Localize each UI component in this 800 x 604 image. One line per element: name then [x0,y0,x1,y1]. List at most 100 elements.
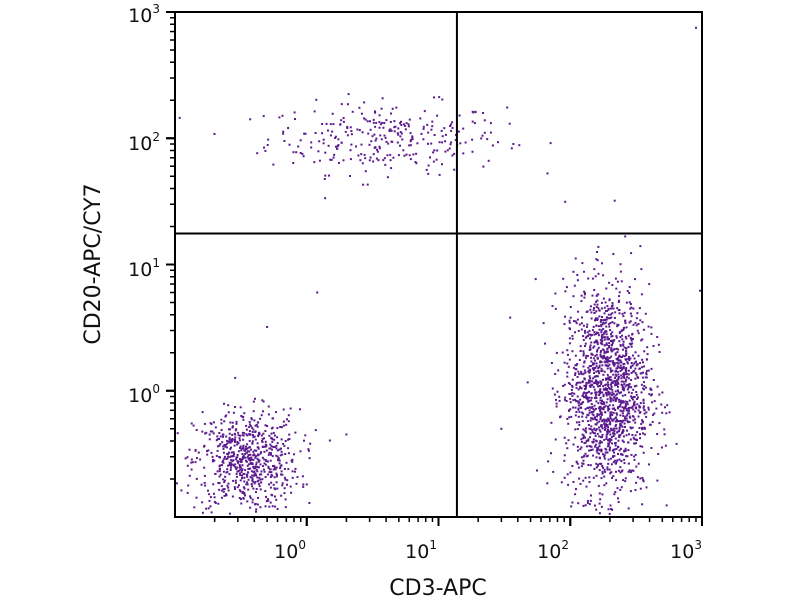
data-point [293,453,295,456]
data-point [267,467,270,470]
data-point [218,432,221,434]
y-tick-label: 102 [128,130,160,155]
data-point [642,478,645,481]
data-point [289,407,292,410]
data-point [608,392,611,395]
data-point [625,408,628,411]
data-point [287,468,290,471]
data-point [227,486,230,489]
data-point [617,348,620,351]
data-point [622,365,625,368]
data-point [267,138,270,141]
data-point [580,294,583,297]
data-point [604,336,607,339]
data-point [570,505,573,508]
data-point [254,424,257,427]
data-point [380,138,383,141]
data-point [378,145,381,148]
data-point [243,449,246,452]
data-point [585,357,587,360]
data-point [609,329,612,332]
data-point [594,317,597,320]
data-point [600,424,603,426]
data-point [239,490,242,493]
data-point [641,419,643,422]
data-point [631,398,634,401]
data-point [587,277,590,280]
data-point [576,400,579,403]
data-point [225,494,228,497]
data-point [587,379,590,382]
data-point [279,447,282,450]
data-point [594,418,597,421]
data-point [588,427,591,430]
data-point [489,122,492,125]
data-point [227,464,230,467]
data-point [648,393,651,396]
data-point [576,376,579,378]
data-point [402,123,405,126]
data-point [551,387,554,390]
data-point [574,374,577,376]
data-point [593,409,596,412]
data-point [624,394,627,397]
data-point [266,326,269,328]
data-point [282,424,285,427]
data-point [589,436,591,439]
data-point [595,362,598,365]
data-point [276,449,279,452]
data-point [632,436,635,439]
data-point [331,130,334,133]
data-point [419,117,422,120]
data-point [290,491,293,494]
data-point [265,500,268,503]
data-point [624,370,627,372]
data-point [317,150,320,153]
data-point [275,411,277,414]
data-point [546,482,549,485]
data-point [628,321,631,324]
data-point [431,125,434,128]
data-point [594,423,597,426]
data-point [399,135,402,138]
data-point [614,381,617,384]
data-point [653,400,656,403]
data-point [271,455,274,458]
data-point [249,495,252,498]
data-point [396,132,399,135]
data-point [637,462,640,465]
data-point [613,199,616,202]
data-point [359,159,362,162]
data-point [621,453,624,456]
data-point [616,325,619,328]
data-point [601,402,604,405]
data-point [255,510,257,513]
data-point [619,466,622,469]
data-point [625,352,628,355]
data-point [599,399,602,402]
data-point [625,434,628,437]
data-point [330,158,333,161]
data-point [640,268,643,271]
data-point [251,498,254,501]
data-point [615,470,617,473]
data-point [294,467,297,470]
data-point [453,152,456,155]
data-point [236,475,238,478]
data-point [607,308,610,311]
data-point [576,395,579,398]
data-point [592,377,595,380]
data-point [584,371,587,374]
data-point [288,438,291,440]
data-point [247,454,250,456]
data-point [264,430,267,432]
data-point [231,463,234,466]
data-point [601,316,603,318]
data-point [253,474,255,477]
data-point [596,251,598,253]
data-point [232,459,235,462]
data-point [231,426,234,429]
data-point [611,342,614,345]
data-point [261,441,264,443]
data-point [414,161,417,163]
